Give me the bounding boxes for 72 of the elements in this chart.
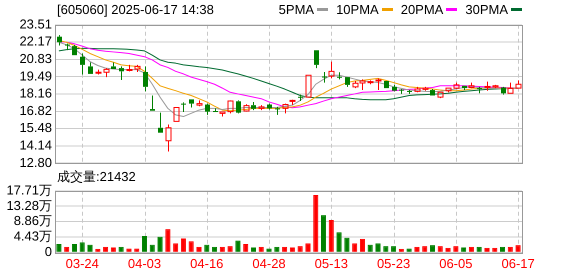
candlestick	[430, 88, 435, 96]
candlestick	[376, 78, 382, 91]
bar	[328, 220, 334, 252]
candlestick	[298, 94, 303, 102]
candlestick	[328, 61, 334, 79]
x-tick-label: 05-13	[314, 256, 348, 271]
candlestick	[446, 88, 452, 93]
bar	[142, 236, 148, 252]
bar	[352, 243, 358, 252]
bar	[158, 236, 163, 252]
bar	[360, 238, 365, 252]
bar	[180, 238, 186, 252]
y-tick-label: 19.49	[19, 68, 52, 84]
y-tick-label: 22.17	[19, 34, 52, 49]
y-tick-label: 13.28万	[6, 198, 52, 213]
candlestick	[392, 84, 397, 91]
bar	[375, 243, 381, 252]
y-tick-label: 12.80	[19, 154, 52, 170]
legend-label: 5PMA	[278, 2, 314, 17]
bar	[80, 242, 85, 252]
candlestick	[314, 50, 319, 69]
y-tick-label: 15.48	[19, 120, 52, 136]
candlestick	[345, 77, 350, 88]
x-tick-label: 05-23	[376, 256, 410, 271]
candlestick	[111, 62, 116, 69]
y-tick-label: 20.83	[19, 51, 52, 66]
x-tick-label: 04-16	[190, 256, 224, 271]
bar	[336, 232, 342, 252]
candlestick	[158, 112, 163, 133]
y-tick-label: 17.71万	[6, 182, 52, 198]
bar	[235, 240, 240, 252]
chart-title: 成交量:21432	[57, 168, 136, 186]
x-tick-label: 06-05	[439, 256, 472, 271]
x-tick-label: 03-24	[66, 256, 99, 271]
x-tick-label: 04-03	[128, 256, 162, 271]
candlestick	[57, 34, 62, 46]
y-tick-label: 4.43万	[14, 228, 52, 244]
y-tick-label: 8.86万	[14, 213, 52, 228]
x-tick-label: 06-17	[501, 256, 535, 271]
candlestick	[80, 52, 85, 76]
bar	[320, 215, 326, 252]
y-tick-label: 18.16	[19, 86, 52, 101]
candlestick	[189, 99, 194, 108]
candlestick	[267, 103, 272, 110]
bar	[313, 195, 318, 252]
bar	[188, 241, 194, 252]
bar	[165, 229, 170, 252]
x-tick-label: 04-28	[252, 256, 286, 271]
candlestick	[205, 103, 210, 116]
y-tick-label: 14.14	[19, 137, 52, 152]
y-tick-label: 23.51	[19, 16, 52, 32]
chart-title: [605060] 2025-06-17 14:38	[57, 2, 214, 17]
bar	[344, 238, 350, 252]
legend-label: 20PMA	[400, 2, 444, 17]
candlestick	[65, 44, 70, 51]
candlestick	[143, 66, 148, 92]
bar	[173, 243, 178, 252]
candlestick	[181, 102, 186, 113]
candlestick	[322, 71, 327, 84]
legend-label: 30PMA	[465, 2, 508, 17]
legend-label: 10PMA	[336, 2, 379, 17]
candlestick	[88, 62, 93, 74]
candlestick	[508, 82, 514, 94]
candlestick	[119, 66, 124, 80]
y-tick-label: 0	[44, 244, 52, 259]
candlestick	[337, 72, 342, 80]
y-tick-label: 16.82	[19, 102, 52, 118]
bar	[305, 243, 310, 252]
candlestick	[275, 106, 280, 116]
candlestick	[236, 100, 241, 113]
candlestick	[213, 108, 218, 112]
candlestick	[166, 124, 172, 152]
